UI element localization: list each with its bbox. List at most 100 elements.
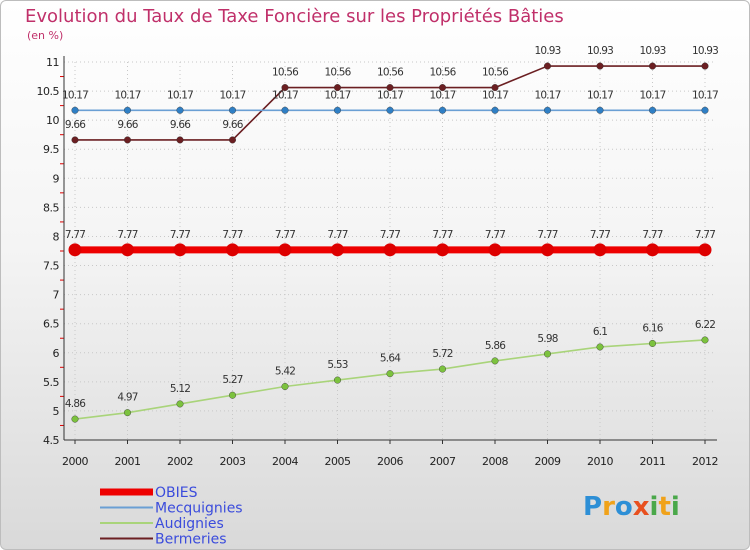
data-label: 9.66 xyxy=(170,119,191,131)
data-label: 10.17 xyxy=(587,89,613,101)
data-label: 6.1 xyxy=(593,326,607,338)
x-tick-label: 2010 xyxy=(587,455,613,468)
data-point xyxy=(701,106,709,114)
data-label: 10.17 xyxy=(429,89,455,101)
x-tick-label: 2009 xyxy=(535,455,561,468)
logo-letter: i xyxy=(671,492,680,522)
y-tick-label: 11 xyxy=(46,56,59,69)
data-label: 7.77 xyxy=(275,229,295,241)
data-label: 9.66 xyxy=(222,119,243,131)
data-point xyxy=(488,243,502,257)
data-label: 5.53 xyxy=(327,359,347,371)
y-tick-label: 7.5 xyxy=(43,260,59,273)
logo-letter: r xyxy=(602,492,615,522)
y-tick-label: 5.5 xyxy=(43,376,59,389)
data-label: 7.77 xyxy=(170,229,190,241)
data-label: 7.77 xyxy=(222,229,242,241)
y-tick-label: 4.5 xyxy=(43,434,59,447)
x-tick-label: 2001 xyxy=(115,455,141,468)
data-point xyxy=(176,400,184,408)
y-tick-label: 10 xyxy=(46,114,59,127)
data-point xyxy=(596,106,604,114)
data-label: 10.56 xyxy=(272,67,299,79)
data-point xyxy=(334,376,342,384)
data-label: 10.93 xyxy=(639,45,665,57)
data-label: 9.66 xyxy=(117,119,138,131)
data-point xyxy=(698,243,712,257)
logo-letter: i xyxy=(650,492,659,522)
data-point xyxy=(701,336,709,344)
data-label: 6.22 xyxy=(695,319,715,331)
data-labels: 9.66 9.66 9.66 9.66 10.56 10.56 10.56 10.56 10.5… xyxy=(62,45,719,410)
data-point xyxy=(173,243,187,257)
data-label: 4.97 xyxy=(117,392,137,404)
y-tick-label: 10.5 xyxy=(37,85,60,98)
y-tick-label: 9.5 xyxy=(43,143,59,156)
y-tick-label: 8 xyxy=(53,230,60,243)
data-label: 4.86 xyxy=(65,398,86,410)
data-label: 10.56 xyxy=(429,67,456,79)
data-point xyxy=(281,106,289,114)
data-label: 5.64 xyxy=(380,353,401,365)
data-point xyxy=(176,136,184,144)
legend-label: Audignies xyxy=(155,516,224,532)
data-point xyxy=(281,84,289,92)
data-label: 9.66 xyxy=(65,119,86,131)
data-label: 10.56 xyxy=(482,67,509,79)
data-point xyxy=(386,106,394,114)
logo-letter: o xyxy=(615,492,633,522)
data-label: 7.77 xyxy=(117,229,137,241)
chart-subtitle: (en %) xyxy=(27,29,63,42)
data-label: 5.42 xyxy=(275,365,295,377)
legend-label: Mecquignies xyxy=(155,501,243,517)
data-point xyxy=(649,106,657,114)
data-point xyxy=(123,106,131,114)
data-label: 7.77 xyxy=(590,229,610,241)
data-label: 7.77 xyxy=(65,229,85,241)
logo-letter: P xyxy=(583,492,602,522)
data-label: 10.17 xyxy=(62,89,88,101)
data-label: 5.72 xyxy=(432,348,452,360)
data-label: 7.77 xyxy=(327,229,347,241)
logo-letter: x xyxy=(633,492,650,522)
data-label: 7.77 xyxy=(537,229,557,241)
data-point xyxy=(226,243,239,257)
series-group xyxy=(68,62,712,423)
data-point xyxy=(596,62,604,70)
chart-title: Evolution du Taux de Taxe Foncière sur l… xyxy=(25,6,564,27)
x-tick-label: 2005 xyxy=(325,455,351,468)
x-tick-label: 2004 xyxy=(272,455,298,468)
legend-label: OBIES xyxy=(155,485,198,501)
data-label: 10.17 xyxy=(692,89,718,101)
proxiti-logo: Proxiti xyxy=(583,492,680,522)
data-label: 7.77 xyxy=(642,229,662,241)
data-label: 10.93 xyxy=(587,45,613,57)
data-point xyxy=(228,106,236,114)
data-point xyxy=(278,243,292,257)
axes: 4.5 5 5.5 6 6.5 7 7.5 8 8.5 9 9.5 10 10.5 11 2000 2001 2… xyxy=(37,56,719,468)
data-label: 10.93 xyxy=(692,45,718,57)
data-point xyxy=(593,243,607,257)
data-label: 10.17 xyxy=(167,89,193,101)
data-label: 10.17 xyxy=(324,89,350,101)
x-tick-label: 2008 xyxy=(482,455,508,468)
data-label: 10.56 xyxy=(324,67,351,79)
data-label: 5.98 xyxy=(537,333,557,345)
data-point xyxy=(649,339,657,347)
data-label: 5.86 xyxy=(485,340,506,352)
data-point xyxy=(541,243,554,257)
logo-letter: t xyxy=(658,492,670,522)
data-point xyxy=(123,136,131,144)
data-point xyxy=(68,243,82,257)
x-tick-label: 2007 xyxy=(430,455,456,468)
data-point xyxy=(386,370,394,378)
data-point xyxy=(439,365,447,373)
data-point xyxy=(439,106,447,114)
data-point xyxy=(386,84,394,92)
data-label: 5.27 xyxy=(222,374,242,386)
data-point xyxy=(436,243,449,257)
data-point xyxy=(71,136,79,144)
